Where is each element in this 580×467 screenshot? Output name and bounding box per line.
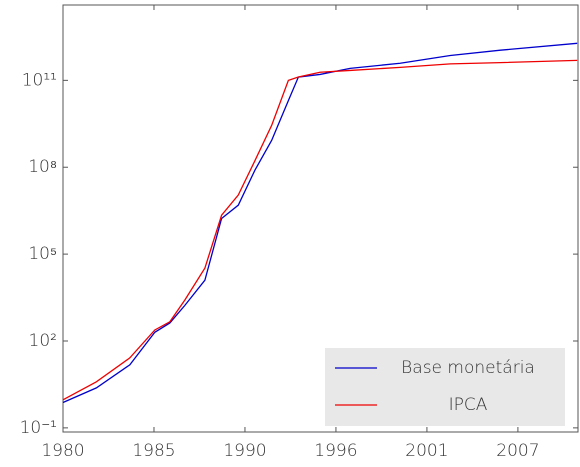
y-tick-label: 10²: [29, 331, 57, 351]
legend-label: Base monetária: [401, 358, 535, 378]
x-tick-label: 1996: [314, 441, 357, 461]
x-tick-label: 2007: [496, 441, 539, 461]
y-tick-label: 10⁻¹: [20, 418, 57, 438]
series-line: [62, 42, 578, 404]
x-tick-label: 2001: [405, 441, 448, 461]
plot-frame: [62, 4, 579, 433]
y-tick-label: 10⁸: [28, 157, 57, 177]
x-tick-label: 1990: [223, 441, 266, 461]
x-tick-label: 1985: [132, 441, 175, 461]
y-tick-label: 10⁵: [28, 244, 57, 264]
y-tick-label: 10¹¹: [22, 70, 57, 90]
legend-box: [325, 348, 565, 426]
legend-label: IPCA: [449, 395, 488, 415]
series-line: [62, 59, 578, 401]
x-tick-label: 1980: [41, 441, 84, 461]
